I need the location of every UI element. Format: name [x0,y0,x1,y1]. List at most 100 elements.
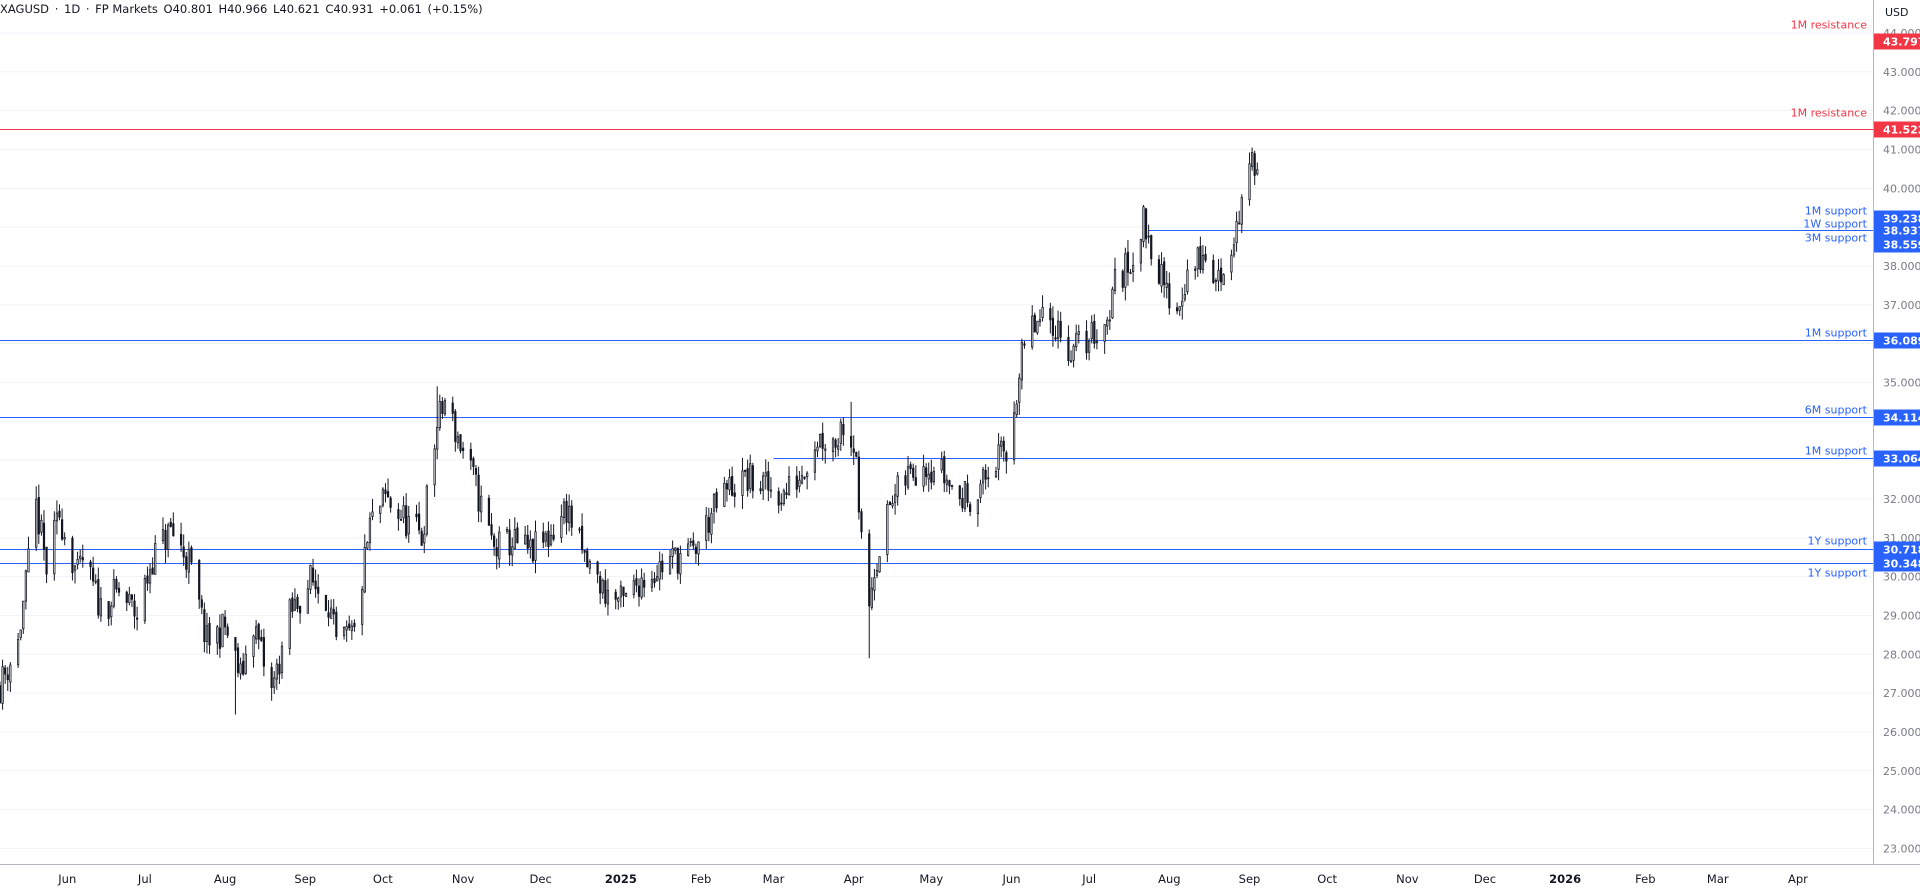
candle-body [97,579,100,616]
candle-body [694,546,698,554]
candle [22,600,25,634]
price-axis-bg [1873,0,1920,895]
candle-body [218,627,222,649]
candle-body [1160,264,1163,287]
candle-body [407,515,410,535]
candle [456,431,460,449]
candle-body [565,500,568,523]
price-tag: 43.797 [1874,33,1920,50]
candle-body [436,427,439,450]
legend-symbol[interactable]: XAGUSD [0,2,50,16]
candle [749,454,752,494]
candle-body [777,491,780,506]
candle-body [260,637,263,641]
candle-body [904,475,907,486]
candle-body [1036,320,1039,334]
candle [79,549,82,563]
candle [966,474,969,508]
candle-body [640,577,643,598]
candle-body [1031,315,1034,348]
candle [1235,211,1238,252]
candle [637,578,641,607]
candle [1204,246,1207,263]
candle-body [1150,235,1153,260]
candle [676,547,679,580]
candle-body [423,533,426,544]
candle-body [472,458,475,468]
candle [834,438,837,458]
candle [640,568,643,600]
candle-body [441,401,444,414]
candle-body [524,534,527,545]
candle [1036,320,1039,335]
candle [653,572,656,588]
candle-body [296,596,299,609]
candle [1038,309,1042,327]
candle [855,451,858,458]
candle-body [389,497,392,508]
candle [529,530,532,559]
candle-body [1077,331,1080,335]
candle [560,504,563,543]
legend-interval[interactable]: 1D [64,2,81,16]
candle-body [891,502,894,507]
candle-body [203,609,206,643]
candle-body [749,463,752,489]
candle-body [922,466,925,487]
x-tick-label: Dec [530,872,552,886]
candle-body [60,519,64,540]
candle [92,556,95,587]
candle-body [588,561,591,569]
time-axis[interactable]: Jun Jul Aug Sep Oct Nov Dec 2025 Feb Mar Apr May Jun… [0,864,1920,887]
candle [55,500,59,535]
candle-body [743,470,747,472]
candle [143,574,146,624]
candle-body [182,546,185,558]
candle-body [813,449,817,473]
candle [35,486,38,552]
candle [495,538,498,570]
candle [524,525,527,545]
candle [45,546,48,584]
price-tag-label: 30.348 [1883,558,1920,571]
candle-body [55,512,59,522]
candle-body [821,432,824,449]
candle [565,493,568,535]
candle [407,505,410,543]
candle [42,510,46,561]
candle-body [710,512,713,535]
candle [1240,194,1243,234]
candle [381,487,384,508]
candle-body [493,535,496,547]
candle-body [914,477,917,486]
x-tick-label: Aug [1158,872,1180,886]
candle [601,578,604,599]
legend-close: C40.931 [325,2,374,16]
x-tick-label: Apr [1788,872,1808,886]
candle-body [674,547,677,551]
price-tag-bg [1874,332,1920,349]
candle-body [415,513,418,518]
candle-body [1217,269,1220,282]
candle-body [1056,320,1060,340]
candle-body [107,601,110,619]
candle [694,543,698,564]
candle [288,598,291,655]
candle [1201,244,1205,274]
support-label: 1Y support [1808,567,1868,580]
candle [1075,324,1078,352]
candle-body [769,489,773,492]
candle-body [1126,251,1130,273]
candle-body [839,421,842,444]
candle-body [806,472,809,478]
candle [1124,247,1127,301]
candle [803,476,806,480]
candle-body [1093,321,1096,344]
candle [270,662,273,701]
candle-body [560,516,563,539]
price-axis[interactable]: 23.000 24.000 25.000 26.000 27.000 28.000 29.0… [1873,0,1920,895]
y-tick-label: 26.000 [1883,726,1920,739]
candle [513,517,516,550]
